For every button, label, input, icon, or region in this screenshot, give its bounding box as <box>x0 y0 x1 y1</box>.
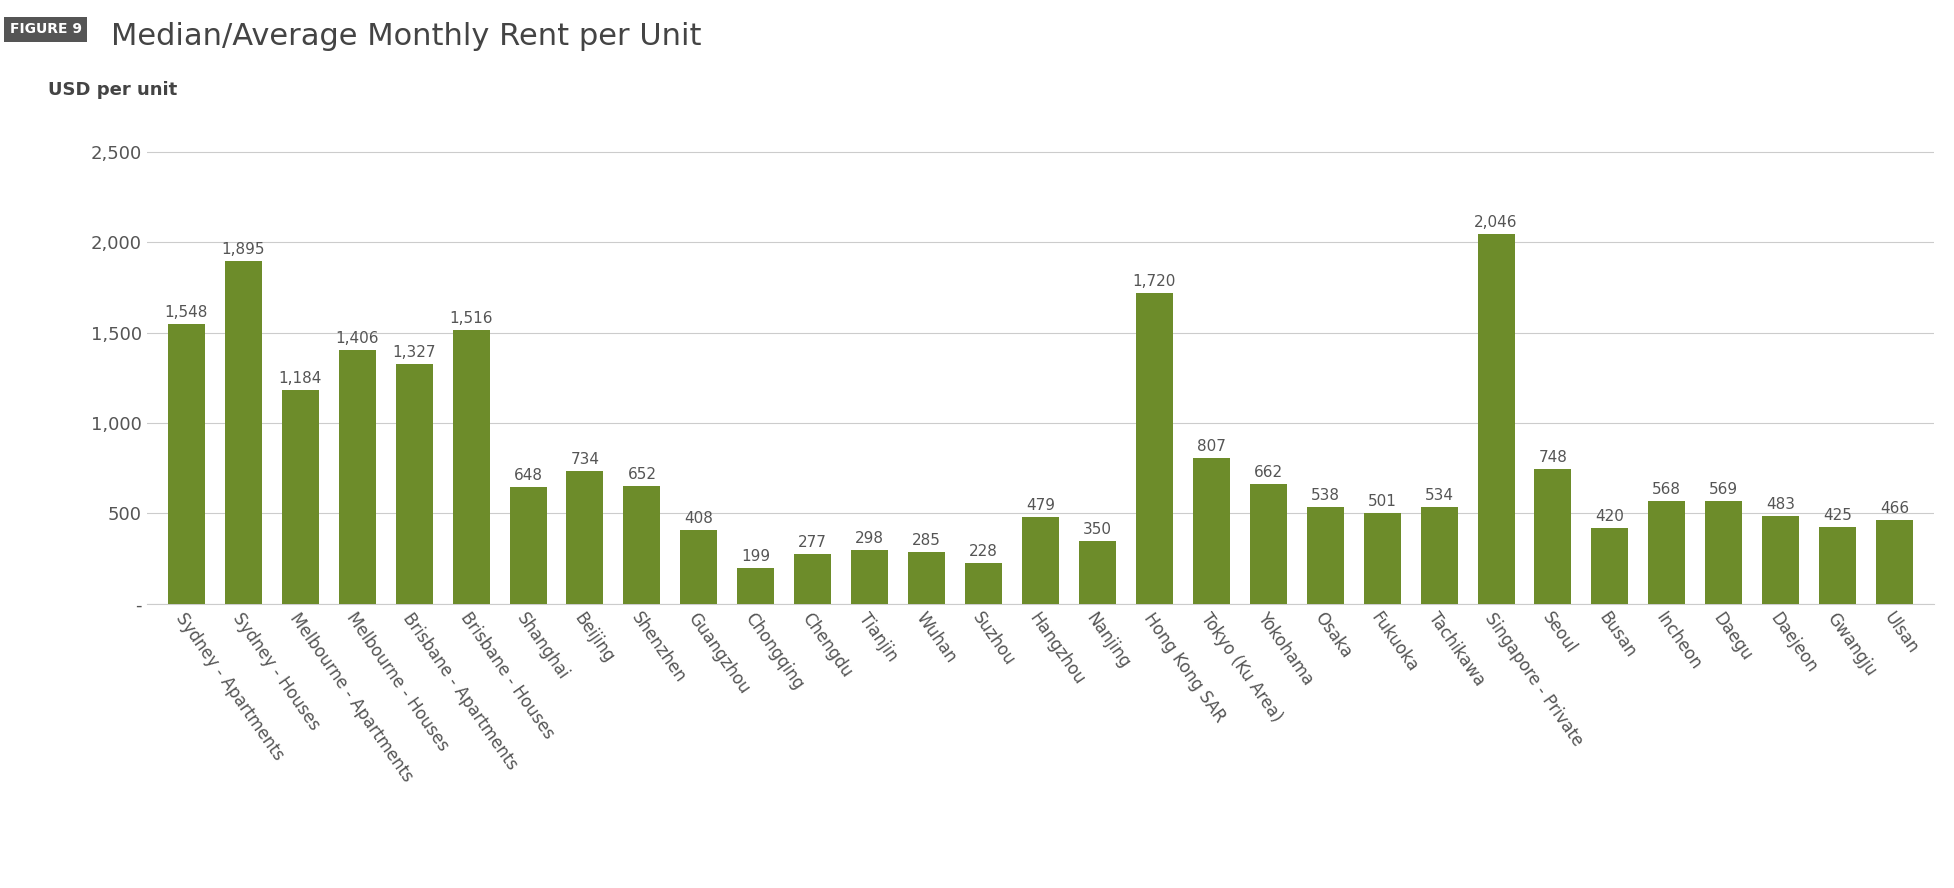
Text: 199: 199 <box>741 549 770 564</box>
Text: FIGURE 9: FIGURE 9 <box>10 22 82 36</box>
Text: 483: 483 <box>1766 497 1796 512</box>
Bar <box>1022 517 1059 604</box>
Bar <box>1477 234 1514 604</box>
Bar <box>1079 541 1116 604</box>
Text: 1,406: 1,406 <box>336 330 379 345</box>
Text: 568: 568 <box>1653 482 1680 497</box>
Text: Median/Average Monthly Rent per Unit: Median/Average Monthly Rent per Unit <box>111 22 701 52</box>
Text: 2,046: 2,046 <box>1473 215 1518 230</box>
Bar <box>1591 527 1628 604</box>
Text: 748: 748 <box>1538 449 1567 464</box>
Bar <box>1364 513 1401 604</box>
Text: 569: 569 <box>1710 482 1739 497</box>
Bar <box>281 390 319 604</box>
Bar <box>793 554 830 604</box>
Text: 648: 648 <box>514 468 543 483</box>
Bar <box>510 487 547 604</box>
Text: 538: 538 <box>1311 488 1340 503</box>
Text: 479: 479 <box>1026 498 1055 513</box>
Text: 807: 807 <box>1198 439 1225 454</box>
Bar <box>1135 293 1172 604</box>
Bar <box>1192 458 1229 604</box>
Text: 408: 408 <box>684 511 713 526</box>
Bar <box>395 364 432 604</box>
Text: 277: 277 <box>799 535 827 550</box>
Bar <box>1307 506 1344 604</box>
Bar <box>1763 517 1800 604</box>
Bar <box>737 567 774 604</box>
Text: 501: 501 <box>1368 495 1397 509</box>
Text: 1,327: 1,327 <box>393 345 436 360</box>
Bar <box>852 550 889 604</box>
Bar <box>623 486 660 604</box>
Text: 662: 662 <box>1254 465 1284 480</box>
Text: 1,548: 1,548 <box>164 305 207 320</box>
Bar <box>909 552 946 604</box>
Text: 425: 425 <box>1823 508 1852 523</box>
Text: 228: 228 <box>969 543 998 559</box>
Bar <box>225 261 262 604</box>
Bar <box>567 471 604 604</box>
Bar <box>453 329 490 604</box>
Text: 466: 466 <box>1880 501 1909 516</box>
Text: 734: 734 <box>571 452 600 467</box>
Bar <box>680 530 717 604</box>
Bar <box>965 563 1002 604</box>
Bar <box>1876 519 1913 604</box>
Text: 285: 285 <box>913 534 942 548</box>
Bar <box>1534 469 1571 604</box>
Text: 298: 298 <box>856 531 885 546</box>
Bar <box>1706 501 1743 604</box>
Bar <box>1819 527 1856 604</box>
Text: 350: 350 <box>1083 521 1112 536</box>
Bar <box>1649 501 1686 604</box>
Text: 420: 420 <box>1596 509 1624 524</box>
Text: 652: 652 <box>627 467 657 482</box>
Bar <box>168 324 205 604</box>
Text: 1,184: 1,184 <box>279 370 322 385</box>
Text: 534: 534 <box>1424 488 1454 503</box>
Text: USD per unit: USD per unit <box>49 82 178 99</box>
Text: 1,516: 1,516 <box>449 311 492 326</box>
Text: 1,895: 1,895 <box>221 242 266 258</box>
Bar <box>1251 484 1288 604</box>
Bar <box>1421 507 1458 604</box>
Text: 1,720: 1,720 <box>1133 274 1176 289</box>
Bar <box>338 350 375 604</box>
